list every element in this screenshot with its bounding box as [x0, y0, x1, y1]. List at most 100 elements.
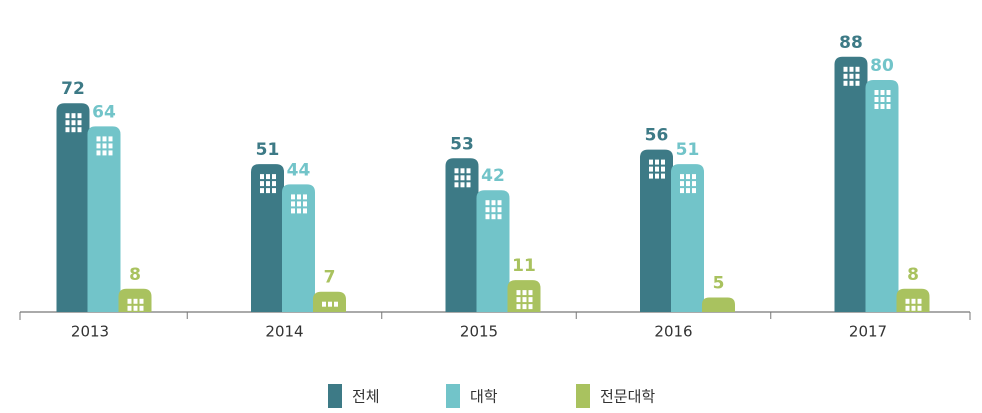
value-label: 44 [287, 160, 311, 180]
window [874, 97, 879, 102]
window [266, 174, 270, 180]
window [491, 207, 496, 213]
window [96, 136, 101, 142]
window [466, 182, 471, 188]
window [692, 174, 696, 180]
window [65, 127, 70, 133]
value-label: 88 [839, 33, 863, 53]
bar [476, 190, 510, 312]
window [849, 66, 854, 72]
window [516, 297, 521, 303]
legend-swatch [576, 384, 590, 408]
x-tick-label: 2015 [460, 323, 498, 341]
window [528, 297, 533, 303]
value-label: 8 [129, 265, 141, 285]
value-label: 7 [324, 268, 336, 288]
window [843, 66, 848, 72]
window [139, 298, 144, 304]
window [454, 168, 459, 174]
window [874, 90, 879, 95]
window [485, 214, 490, 220]
bar [671, 164, 704, 312]
window [454, 182, 459, 188]
window [322, 301, 326, 307]
window [71, 127, 76, 133]
window [297, 194, 301, 200]
window [491, 200, 496, 206]
bar [865, 80, 899, 312]
window [661, 173, 665, 179]
value-label: 80 [870, 56, 894, 76]
window [692, 188, 696, 194]
legend-label: 전문대학 [600, 388, 655, 406]
window [328, 301, 332, 307]
window [516, 304, 521, 310]
window [680, 181, 684, 187]
window [905, 305, 910, 311]
window [843, 80, 848, 86]
value-label: 53 [450, 134, 474, 154]
window [460, 182, 465, 188]
window [266, 181, 270, 187]
window [297, 208, 301, 214]
window [260, 188, 264, 194]
legend-swatch [446, 384, 460, 408]
window [303, 194, 307, 200]
window [655, 159, 659, 165]
window [686, 174, 690, 180]
window [272, 181, 276, 187]
value-label: 64 [92, 102, 116, 122]
window [849, 73, 854, 79]
window [127, 298, 132, 304]
window [655, 173, 659, 179]
window [911, 298, 916, 304]
window [886, 90, 891, 95]
window [291, 201, 295, 207]
window [108, 150, 113, 156]
window [139, 305, 144, 311]
window [102, 150, 107, 156]
window [71, 113, 76, 119]
window [303, 201, 307, 207]
x-tick-label: 2016 [654, 323, 692, 341]
window [522, 304, 527, 310]
window [497, 200, 502, 206]
bar [640, 149, 673, 312]
window [497, 214, 502, 220]
window [661, 159, 665, 165]
window [133, 305, 138, 311]
window [880, 90, 885, 95]
window [843, 73, 848, 79]
value-label: 72 [61, 79, 85, 99]
window [272, 174, 276, 180]
window [108, 136, 113, 142]
window [692, 181, 696, 187]
window [466, 175, 471, 181]
window [65, 113, 70, 119]
window [133, 298, 138, 304]
bar [445, 158, 479, 312]
window [911, 305, 916, 311]
window [102, 143, 107, 149]
window [905, 298, 910, 304]
window [855, 73, 860, 79]
window [65, 120, 70, 126]
window [497, 207, 502, 213]
legend-label: 대학 [470, 388, 498, 406]
window [522, 290, 527, 296]
value-label: 51 [256, 140, 280, 160]
window [260, 181, 264, 187]
window [102, 136, 107, 142]
window [522, 297, 527, 303]
bar [282, 184, 315, 312]
window [917, 298, 922, 304]
window [272, 188, 276, 194]
window [680, 188, 684, 194]
window [460, 168, 465, 174]
window [303, 208, 307, 214]
window [649, 166, 653, 172]
value-label: 8 [907, 265, 919, 285]
x-tick-label: 2013 [71, 323, 109, 341]
window [855, 80, 860, 86]
